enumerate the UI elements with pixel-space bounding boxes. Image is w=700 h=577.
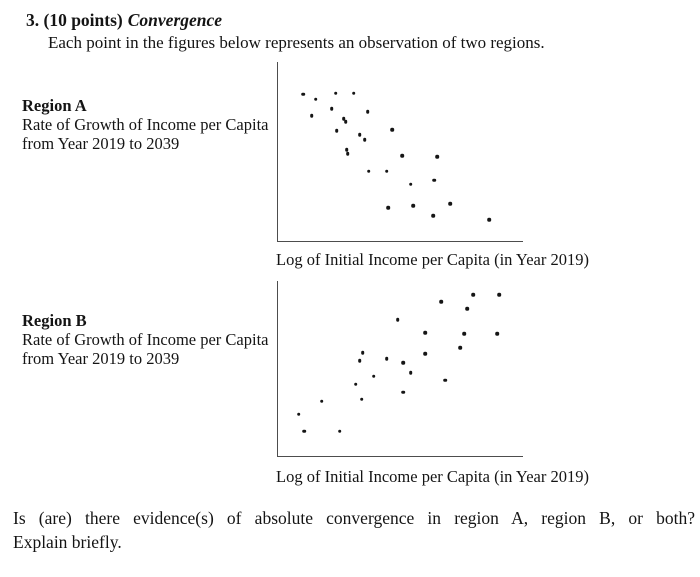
region-b-xaxis-label: Log of Initial Income per Capita (in Yea… (276, 467, 589, 486)
region-b-ylabel-line2: from Year 2019 to 2039 (22, 349, 180, 368)
scatter-point (353, 382, 358, 387)
region-a-ylabel-line2: from Year 2019 to 2039 (22, 134, 180, 153)
scatter-point (401, 360, 406, 365)
scatter-point (384, 356, 389, 361)
question-topic-title: Convergence (127, 10, 223, 30)
scatter-point (465, 307, 469, 311)
scatter-point (401, 390, 406, 395)
scatter-point (360, 350, 365, 355)
scatter-point (341, 116, 346, 121)
question-heading: 3. (10 points) Convergence (26, 10, 222, 31)
scatter-point (395, 318, 400, 322)
scatter-point (384, 169, 389, 173)
scatter-point (359, 397, 364, 402)
scatter-point (435, 155, 440, 159)
scatter-point (411, 203, 416, 208)
scatter-point (371, 374, 376, 379)
region-a-xaxis-label: Log of Initial Income per Capita (in Yea… (276, 250, 589, 269)
scatter-point (351, 91, 356, 96)
region-b-scatter-plot (277, 281, 523, 457)
region-b-ylabel-line1: Rate of Growth of Income per Capita (22, 330, 269, 349)
scatter-point (334, 91, 338, 96)
scatter-point (302, 429, 306, 433)
region-a-yaxis-label-block: Region A Rate of Growth of Income per Ca… (22, 96, 278, 153)
scatter-point (365, 109, 370, 114)
scatter-point (423, 330, 428, 335)
scatter-point (320, 399, 324, 404)
scatter-point (408, 182, 413, 187)
scatter-point (390, 128, 395, 132)
region-a-title: Region A (22, 96, 87, 115)
scatter-point (408, 370, 413, 375)
scatter-point (310, 113, 314, 118)
scatter-point (343, 119, 348, 124)
scatter-point (462, 331, 466, 336)
region-a-scatter-plot (277, 62, 523, 242)
scatter-point (386, 205, 391, 210)
scatter-point (423, 351, 428, 356)
scatter-point (357, 358, 362, 363)
region-b-title: Region B (22, 311, 87, 330)
closing-question: Is (are) there evidence(s) of absolute c… (13, 507, 695, 554)
scatter-point (362, 138, 367, 142)
scatter-point (313, 97, 318, 102)
region-b-yaxis-label-block: Region B Rate of Growth of Income per Ca… (22, 311, 278, 368)
scatter-point (432, 178, 437, 183)
scatter-point (301, 92, 305, 97)
scatter-point (366, 169, 371, 173)
scatter-point (400, 154, 405, 158)
closing-question-line1: Is (are) there evidence(s) of absolute c… (13, 508, 695, 528)
question-number-and-points: 3. (10 points) (26, 10, 123, 30)
scatter-point (330, 106, 334, 111)
scatter-point (448, 201, 453, 206)
intro-text: Each point in the figures below represen… (48, 33, 545, 52)
scatter-point (337, 429, 342, 433)
scatter-point (458, 345, 463, 350)
region-a-ylabel-line1: Rate of Growth of Income per Capita (22, 115, 269, 134)
scatter-point (497, 293, 501, 297)
scatter-point (346, 152, 350, 156)
scatter-point (344, 148, 349, 152)
scatter-point (495, 331, 499, 336)
scatter-point (297, 412, 301, 416)
scatter-point (335, 128, 339, 133)
scatter-point (471, 293, 476, 297)
closing-question-line2: Explain briefly. (13, 531, 122, 552)
scatter-point (487, 217, 491, 222)
scatter-point (443, 378, 448, 383)
scatter-point (439, 300, 444, 304)
scatter-point (431, 213, 436, 218)
scatter-point (357, 133, 362, 137)
